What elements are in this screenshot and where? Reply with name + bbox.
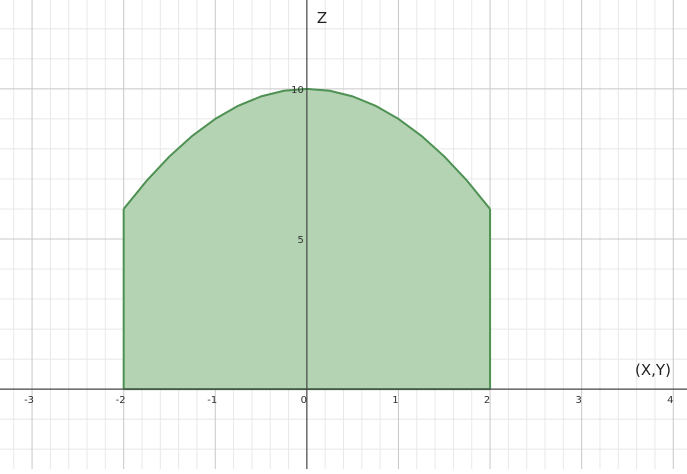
- y-tick-label: 10: [291, 85, 304, 96]
- x-tick-label: 4: [667, 395, 673, 406]
- x-axis-label: (X,Y): [635, 361, 671, 379]
- x-tick-label: 1: [392, 395, 398, 406]
- y-tick-label: 5: [297, 235, 303, 246]
- x-tick-label: 3: [575, 395, 581, 406]
- x-tick-label: 0: [301, 395, 307, 406]
- y-axis-label: Z: [317, 9, 327, 27]
- tick-labels: -3 -2 -1 0 1 2 3 4 5 10: [24, 85, 673, 406]
- x-tick-label: -2: [116, 395, 126, 406]
- x-tick-label: 2: [484, 395, 490, 406]
- x-tick-label: -1: [207, 395, 217, 406]
- x-tick-label: -3: [24, 395, 34, 406]
